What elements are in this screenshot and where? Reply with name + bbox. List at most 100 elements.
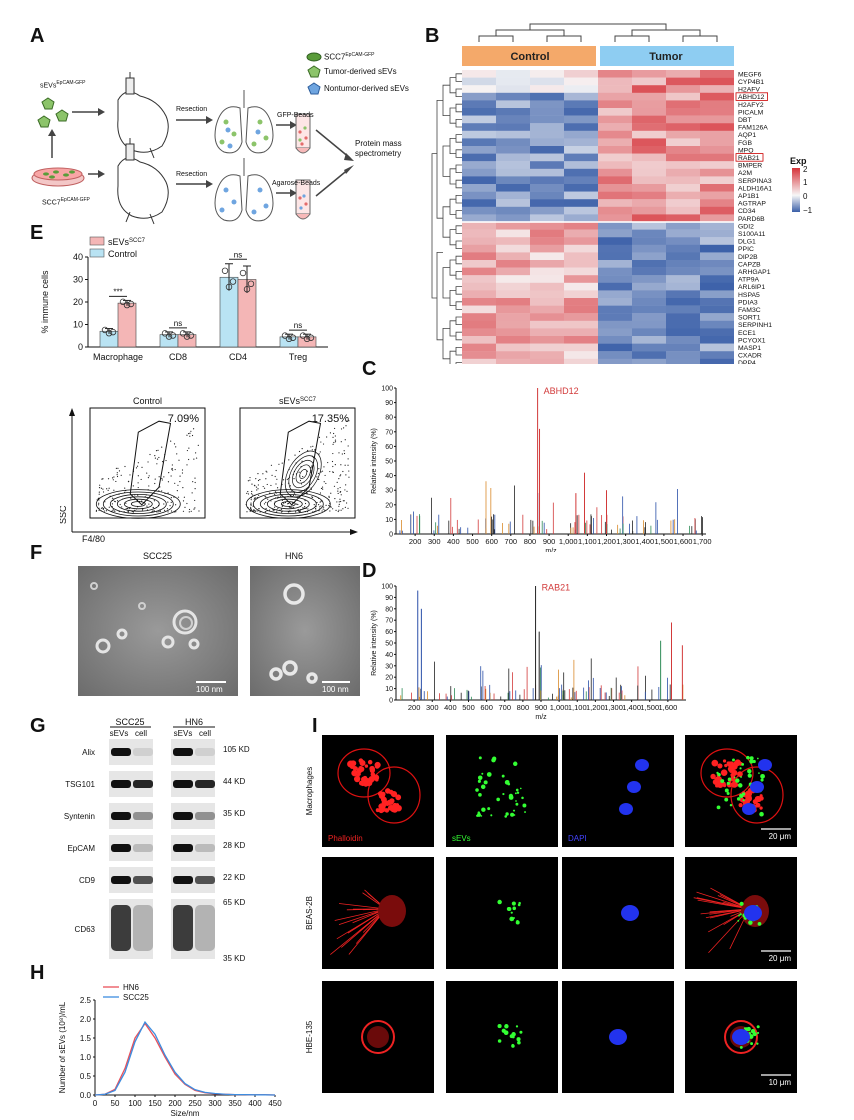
sevs-spot [517, 1040, 521, 1045]
heatmap-cell [462, 351, 496, 359]
x-tick-label: 1,300 [616, 537, 635, 546]
heatmap-cell [598, 153, 632, 162]
tile-background [446, 857, 558, 969]
heatmap-cell [632, 138, 666, 147]
x-tick-label: 1,000 [550, 703, 569, 712]
x-tick-label: 250 [188, 1099, 202, 1108]
x-tick-label: 500 [466, 537, 479, 546]
flow-event [112, 479, 114, 481]
flow-event [120, 474, 122, 476]
y-tick-label: 90 [385, 595, 393, 602]
blot-band [133, 844, 153, 852]
sevs-spot [487, 807, 491, 811]
heatmap-cell [496, 130, 530, 139]
flow-event [343, 450, 345, 452]
spectrum-title: RAB21 [542, 583, 571, 593]
flow-event [319, 501, 321, 503]
x-tick-label: 1,200 [586, 703, 605, 712]
heatmap-cell [598, 138, 632, 147]
flow-event [116, 472, 118, 474]
resection-top: Resection [176, 106, 208, 113]
flow-event [191, 434, 194, 437]
panel-i-confocal-grid: Macrophages 20 μm BEAS-2B 20 μm HBE-135 10 μm… [305, 735, 797, 1093]
flow-event [332, 508, 334, 510]
flow-event [158, 476, 160, 478]
flow-event [258, 494, 260, 496]
y-tick-label: 1.0 [80, 1053, 92, 1062]
heatmap-cell [666, 282, 700, 291]
y-axis-label: Relative intensity (%) [371, 428, 378, 494]
data-point [299, 332, 307, 339]
legend-swatch-sevs [89, 236, 105, 246]
actin-spot [371, 773, 376, 778]
heatmap-cell [564, 298, 598, 306]
group-label: HN6 [185, 717, 203, 727]
heatmap-cell [564, 199, 598, 207]
heatmap-cell [598, 85, 632, 93]
heatmap-cell [462, 70, 496, 78]
flow-event [338, 452, 340, 454]
flow-event [331, 460, 334, 463]
heatmap-cell [666, 100, 700, 109]
flow-event [343, 500, 345, 502]
flow-event [254, 497, 257, 499]
flow-event [258, 508, 260, 510]
gfp-beads: GFP-Beads [277, 112, 314, 119]
heatmap-cell [462, 237, 496, 245]
heatmap-cell [700, 168, 734, 177]
flow-event [194, 507, 196, 509]
heatmap-cell [462, 85, 496, 93]
actin-fiber [330, 908, 387, 955]
flow-event [100, 487, 103, 489]
x-axis-label: F4/80 [82, 534, 105, 544]
mw-label: 65 KD [223, 898, 245, 907]
sevs-spot [739, 913, 742, 916]
flow-event [266, 471, 268, 473]
sevs-spot [496, 797, 500, 802]
heatmap-cell [598, 298, 632, 306]
flow-event [183, 496, 185, 498]
flow-plot-frame [239, 407, 356, 519]
heatmap-cell [462, 267, 496, 276]
x-axis-label: m/z [535, 714, 547, 720]
heatmap-cell [530, 100, 564, 109]
flow-event [257, 488, 259, 490]
flow-event [291, 507, 293, 509]
spectrum-title: ABHD12 [544, 386, 579, 396]
flow-event [257, 510, 259, 512]
heatmap-cell [462, 206, 496, 215]
gene-label: FAM3C [738, 307, 761, 314]
flow-event [156, 463, 158, 465]
gate-polygon [129, 420, 172, 506]
flow-event [179, 480, 181, 483]
heatmap-cell [666, 305, 700, 314]
column-dendrogram [478, 23, 718, 42]
sevs-spot [756, 1025, 760, 1029]
heatmap-cell [564, 184, 598, 192]
heatmap-cell [666, 123, 700, 131]
sevs-spot [516, 791, 520, 794]
significance-label: ns [174, 319, 182, 328]
blot-band [111, 748, 131, 756]
flow-event [176, 453, 178, 455]
flow-event [281, 499, 283, 501]
heatmap-cell [598, 199, 632, 207]
blot-band [173, 876, 193, 884]
blot-band [173, 812, 193, 820]
heatmap-cell [632, 229, 666, 238]
heatmap-cell [496, 199, 530, 207]
flow-event [286, 478, 288, 481]
heatmap-cell [530, 199, 564, 207]
sevs-spot [732, 758, 735, 762]
flow-event [177, 484, 179, 486]
channel-label: DAPI [568, 834, 587, 843]
flow-event [348, 420, 350, 422]
flow-event [263, 503, 266, 505]
flow-event [332, 436, 334, 439]
heatmap-cell [700, 222, 734, 230]
panel-h-size-distribution: 0.0 0.5 1.0 1.5 2.0 2.5 0 50 100 150 200 250 300 350 4… [58, 983, 282, 1118]
density-contour [245, 489, 331, 519]
protein-label: TSG101 [65, 780, 95, 789]
heatmap-cell [564, 222, 598, 230]
heatmap-cell [598, 267, 632, 276]
